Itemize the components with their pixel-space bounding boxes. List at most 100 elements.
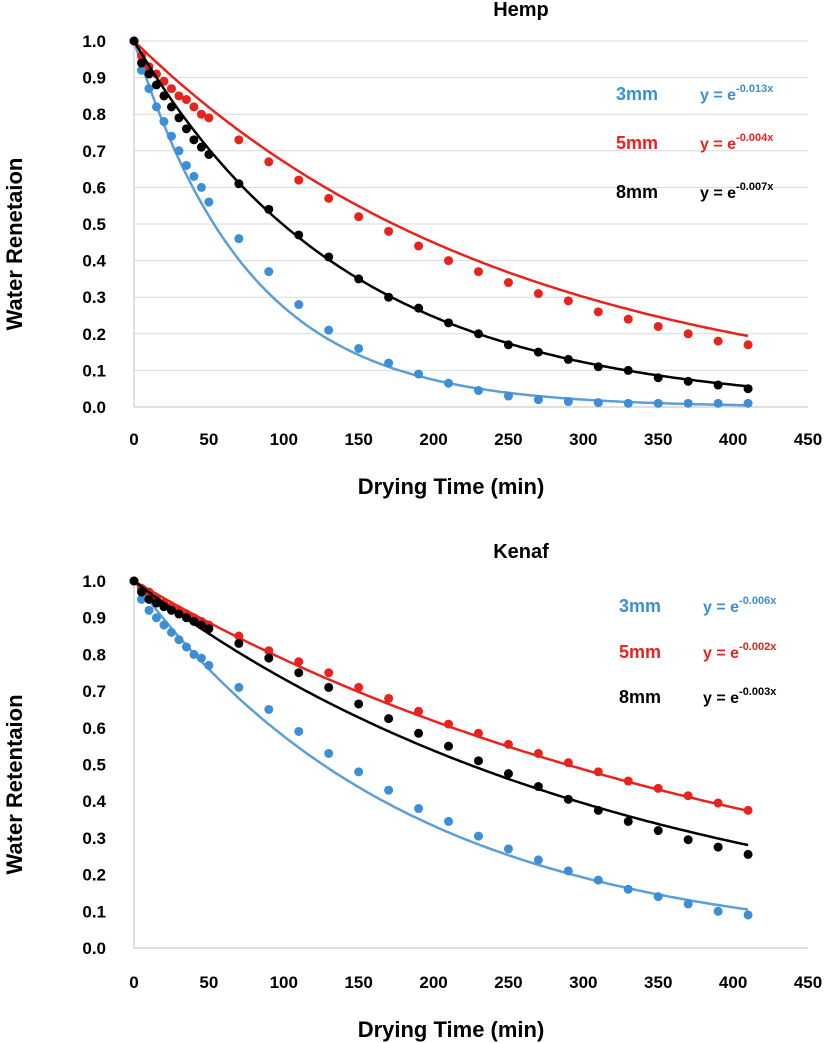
data-point bbox=[204, 197, 214, 207]
data-point bbox=[204, 149, 214, 159]
data-point bbox=[593, 307, 603, 317]
equation-exponent: -0.003x bbox=[739, 686, 777, 698]
data-point bbox=[683, 376, 693, 386]
x-tick-label: 0 bbox=[129, 973, 138, 992]
series-8mm bbox=[129, 36, 753, 394]
data-point bbox=[196, 109, 206, 119]
data-point bbox=[189, 135, 199, 145]
data-point bbox=[444, 378, 454, 388]
data-point bbox=[743, 384, 753, 394]
data-point bbox=[444, 256, 454, 266]
data-point bbox=[294, 657, 304, 667]
data-point bbox=[593, 875, 603, 885]
data-point bbox=[414, 369, 424, 379]
data-point bbox=[503, 769, 513, 779]
data-point bbox=[166, 131, 176, 141]
x-tick-label: 350 bbox=[644, 430, 672, 449]
y-tick-label: 0.3 bbox=[82, 288, 106, 307]
equation-exponent: -0.007x bbox=[736, 181, 774, 193]
data-point bbox=[174, 91, 184, 101]
equation-exponent: -0.004x bbox=[736, 132, 774, 144]
data-point bbox=[129, 36, 139, 46]
equation-exponent: -0.013x bbox=[736, 83, 774, 95]
y-tick-label: 1.0 bbox=[82, 32, 106, 51]
equation-base: y = e bbox=[703, 690, 739, 707]
data-point bbox=[144, 594, 154, 604]
data-point bbox=[473, 728, 483, 738]
data-point bbox=[174, 635, 184, 645]
data-point bbox=[204, 624, 214, 634]
fit-curve-8mm bbox=[133, 580, 749, 847]
data-point bbox=[181, 642, 191, 652]
data-point bbox=[294, 300, 304, 310]
data-point bbox=[563, 296, 573, 306]
data-point bbox=[181, 613, 191, 623]
data-point bbox=[189, 102, 199, 112]
data-point bbox=[264, 157, 274, 167]
data-point bbox=[653, 826, 663, 836]
data-point bbox=[743, 340, 753, 350]
data-point bbox=[563, 866, 573, 876]
data-point bbox=[593, 805, 603, 815]
data-point bbox=[683, 791, 693, 801]
data-point bbox=[563, 397, 573, 407]
data-point bbox=[144, 605, 154, 615]
data-point bbox=[159, 117, 169, 127]
x-tick-label: 400 bbox=[719, 973, 747, 992]
y-tick-label: 0.4 bbox=[82, 792, 106, 811]
equation-base: y = e bbox=[703, 599, 739, 616]
data-point bbox=[166, 102, 176, 112]
fit-curve-3mm bbox=[132, 40, 749, 407]
y-tick-label: 0.3 bbox=[82, 829, 106, 848]
data-point bbox=[414, 706, 424, 716]
data-point bbox=[174, 146, 184, 156]
data-point bbox=[159, 91, 169, 101]
data-point bbox=[653, 373, 663, 383]
data-point bbox=[444, 719, 454, 729]
data-point bbox=[264, 704, 274, 714]
data-point bbox=[189, 649, 199, 659]
data-point bbox=[234, 234, 244, 244]
data-point bbox=[189, 616, 199, 626]
data-point bbox=[713, 798, 723, 808]
chart-title: Hemp bbox=[493, 0, 549, 21]
data-point bbox=[181, 95, 191, 105]
data-point bbox=[384, 714, 394, 724]
data-point bbox=[683, 835, 693, 845]
data-point bbox=[354, 767, 364, 777]
data-point bbox=[713, 906, 723, 916]
series-3mm bbox=[129, 36, 753, 408]
data-point bbox=[384, 226, 394, 236]
data-point bbox=[151, 598, 161, 608]
equation-base: y = e bbox=[703, 645, 739, 662]
y-tick-label: 0.6 bbox=[82, 719, 106, 738]
data-point bbox=[181, 124, 191, 134]
y-axis-label: Water Retentaion bbox=[2, 694, 27, 874]
data-point bbox=[563, 794, 573, 804]
equation-base: y = e bbox=[700, 87, 736, 104]
data-point bbox=[294, 726, 304, 736]
data-point bbox=[623, 398, 633, 408]
data-point bbox=[324, 252, 334, 262]
y-tick-label: 0.7 bbox=[82, 682, 106, 701]
data-point bbox=[234, 682, 244, 692]
data-point bbox=[473, 267, 483, 277]
data-point bbox=[144, 84, 154, 94]
data-point bbox=[174, 609, 184, 619]
data-point bbox=[713, 380, 723, 390]
data-point bbox=[743, 398, 753, 408]
x-tick-label: 250 bbox=[494, 430, 522, 449]
x-tick-label: 50 bbox=[199, 430, 218, 449]
data-point bbox=[324, 668, 334, 678]
x-axis-label: Drying Time (min) bbox=[358, 1017, 545, 1042]
legend-label-3mm: 3mm bbox=[616, 84, 658, 104]
data-point bbox=[414, 804, 424, 814]
chart-title: Kenaf bbox=[493, 541, 549, 563]
data-point bbox=[533, 782, 543, 792]
legend-equation-5mm: y = e-0.004x bbox=[700, 132, 774, 153]
data-point bbox=[294, 668, 304, 678]
y-tick-label: 0.5 bbox=[82, 756, 106, 775]
data-point bbox=[683, 899, 693, 909]
x-tick-label: 400 bbox=[719, 430, 747, 449]
